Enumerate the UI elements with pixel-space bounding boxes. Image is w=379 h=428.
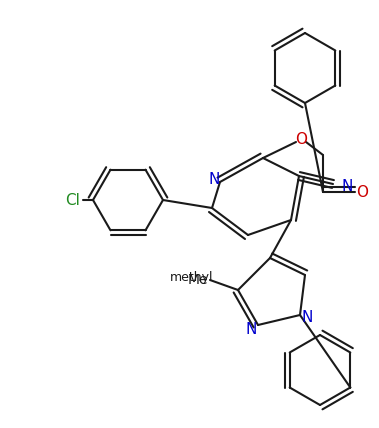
Text: N: N xyxy=(245,321,257,336)
Text: Cl: Cl xyxy=(66,193,80,208)
Text: methyl: methyl xyxy=(170,271,214,285)
Text: N: N xyxy=(208,172,220,187)
Text: O: O xyxy=(295,133,307,148)
Text: O: O xyxy=(356,184,368,199)
Text: N: N xyxy=(301,309,313,324)
Text: N: N xyxy=(341,178,353,193)
Text: Me: Me xyxy=(188,273,208,287)
